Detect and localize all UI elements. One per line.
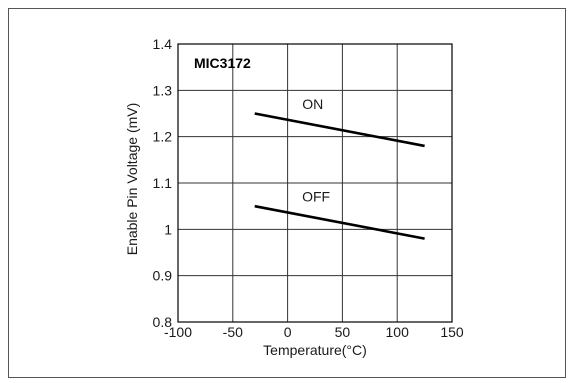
chart-title: MIC3172 — [194, 55, 251, 71]
annotation-on: ON — [302, 96, 323, 112]
y-tick-labels: 0.8 0.9 1 1.1 1.2 1.3 1.4 — [153, 36, 173, 330]
y-tick-label: 1.1 — [153, 175, 173, 191]
x-tick-labels: -100 -50 0 50 100 150 — [164, 324, 464, 340]
x-tick-label: -100 — [164, 324, 192, 340]
figure-frame — [8, 8, 566, 378]
x-tick-label: 150 — [440, 324, 464, 340]
x-tick-label: 0 — [284, 324, 292, 340]
series-line-off — [254, 204, 425, 240]
annotations: ON OFF — [302, 96, 330, 205]
x-tick-label: 100 — [386, 324, 410, 340]
y-tick-label: 1.2 — [153, 129, 173, 145]
series-line-on — [254, 112, 425, 148]
y-tick-label: 1 — [164, 221, 172, 237]
y-tick-label: 0.8 — [153, 314, 173, 330]
x-axis-label: Temperature(°C) — [263, 342, 367, 358]
annotation-off: OFF — [302, 189, 330, 205]
y-tick-label: 0.9 — [153, 268, 173, 284]
grid — [177, 43, 453, 323]
x-tick-label: 50 — [335, 324, 351, 340]
y-tick-label: 1.4 — [153, 36, 173, 52]
series-group — [254, 112, 425, 240]
y-tick-label: 1.3 — [153, 82, 173, 98]
y-axis-label: Enable Pin Voltage (mV) — [124, 103, 140, 256]
plot-area — [177, 43, 453, 323]
x-tick-label: -50 — [223, 324, 243, 340]
